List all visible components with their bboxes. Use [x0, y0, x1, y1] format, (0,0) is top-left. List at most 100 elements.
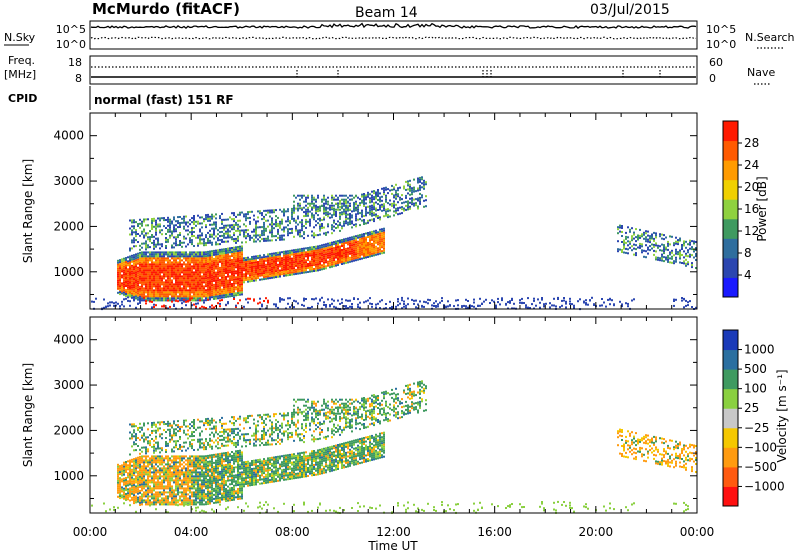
power-echo-cell	[625, 241, 627, 244]
power-echo-cell	[199, 259, 201, 262]
power-echo-cell	[321, 256, 323, 259]
power-echo-cell	[351, 222, 353, 225]
power-echo-cell	[285, 266, 287, 269]
power-echo-cell	[263, 278, 265, 281]
power-echo-cell	[675, 252, 677, 255]
power-echo-cell	[243, 223, 245, 226]
power-echo-cell	[183, 281, 185, 284]
power-echo-cell	[331, 241, 333, 244]
power-echo-cell	[155, 269, 157, 272]
power-echo-cell	[307, 255, 309, 257]
power-echo-cell	[417, 181, 419, 184]
power-echo-cell	[261, 214, 263, 217]
velocity-echo-cell	[153, 471, 155, 474]
power-echo-cell	[161, 267, 163, 270]
power-echo-cell	[265, 267, 267, 270]
power-colorbar-block	[723, 140, 738, 161]
power-echo-cell	[169, 293, 171, 296]
power-echo-cell	[209, 284, 211, 287]
power-echo-cell	[343, 222, 345, 225]
power-echo-cell	[287, 208, 289, 211]
power-echo-cell	[245, 273, 247, 275]
power-echo-cell	[183, 271, 185, 274]
power-echo-cell	[193, 275, 195, 278]
power-echo-cell	[179, 224, 181, 226]
power-echo-cell	[177, 285, 179, 288]
power-echo-cell	[267, 209, 269, 212]
power-echo-cell	[151, 222, 153, 224]
power-echo-cell	[227, 236, 229, 239]
power-echo-cell	[147, 297, 149, 300]
power-echo-cell	[185, 283, 187, 286]
power-echo-cell	[299, 221, 301, 224]
velocity-echo-cell	[163, 493, 165, 496]
velocity-echo-cell	[119, 495, 121, 498]
power-echo-cell	[151, 293, 153, 296]
power-ground-cell	[253, 299, 255, 302]
power-echo-cell	[271, 219, 273, 222]
power-echo-cell	[397, 207, 399, 210]
power-echo-cell	[173, 259, 175, 262]
power-echo-cell	[283, 208, 285, 211]
power-echo-cell	[263, 209, 265, 212]
power-echo-cell	[695, 253, 697, 255]
power-echo-cell	[273, 235, 275, 238]
velocity-echo-cell	[151, 477, 153, 480]
power-echo-cell	[131, 296, 133, 299]
power-echo-cell	[621, 235, 623, 237]
power-echo-cell	[207, 284, 209, 287]
power-echo-cell	[233, 258, 235, 261]
power-echo-cell	[165, 251, 167, 254]
power-echo-cell	[367, 195, 369, 198]
power-echo-cell	[187, 295, 189, 298]
velocity-echo-cell	[157, 491, 159, 494]
velocity-echo-cell	[151, 446, 153, 448]
power-ground-cell	[527, 297, 529, 300]
power-echo-cell	[639, 234, 641, 237]
power-echo-cell	[153, 277, 155, 280]
power-echo-cell	[251, 264, 253, 266]
power-echo-cell	[297, 266, 299, 269]
velocity-echo-cell	[147, 481, 149, 484]
power-echo-cell	[247, 233, 249, 236]
velocity-echo-cell	[123, 481, 125, 484]
power-echo-cell	[191, 257, 193, 260]
power-echo-cell	[623, 245, 625, 248]
power-echo-cell	[149, 287, 151, 290]
power-echo-cell	[197, 295, 199, 298]
power-echo-cell	[261, 212, 263, 215]
power-echo-cell	[129, 295, 131, 298]
power-echo-cell	[235, 248, 237, 251]
power-ytick-label: 4000	[53, 129, 84, 143]
velocity-echo-cell	[137, 474, 139, 477]
velocity-echo-cell	[137, 472, 139, 475]
power-echo-cell	[671, 251, 673, 254]
power-echo-cell	[147, 232, 149, 235]
power-echo-cell	[175, 255, 177, 258]
power-ground-cell	[139, 301, 141, 304]
power-echo-cell	[333, 247, 335, 250]
power-echo-cell	[221, 292, 223, 295]
power-echo-cell	[177, 257, 179, 260]
velocity-echo-cell	[123, 493, 125, 496]
power-echo-cell	[369, 255, 371, 258]
power-echo-cell	[261, 274, 263, 277]
power-echo-cell	[211, 250, 213, 253]
power-ground-cell	[177, 300, 179, 303]
power-echo-cell	[345, 239, 347, 242]
power-echo-cell	[359, 198, 361, 201]
power-echo-cell	[407, 180, 409, 183]
power-echo-cell	[681, 246, 683, 248]
power-echo-cell	[369, 219, 371, 222]
velocity-echo-cell	[135, 433, 137, 436]
velocity-echo-cell	[155, 475, 157, 478]
power-echo-cell	[663, 238, 665, 241]
power-echo-cell	[357, 256, 359, 259]
power-echo-cell	[133, 290, 135, 293]
power-echo-cell	[323, 251, 325, 254]
power-echo-cell	[185, 273, 187, 276]
power-echo-cell	[203, 259, 205, 262]
velocity-echo-cell	[151, 461, 153, 464]
power-echo-cell	[285, 274, 287, 277]
power-echo-cell	[161, 295, 163, 298]
